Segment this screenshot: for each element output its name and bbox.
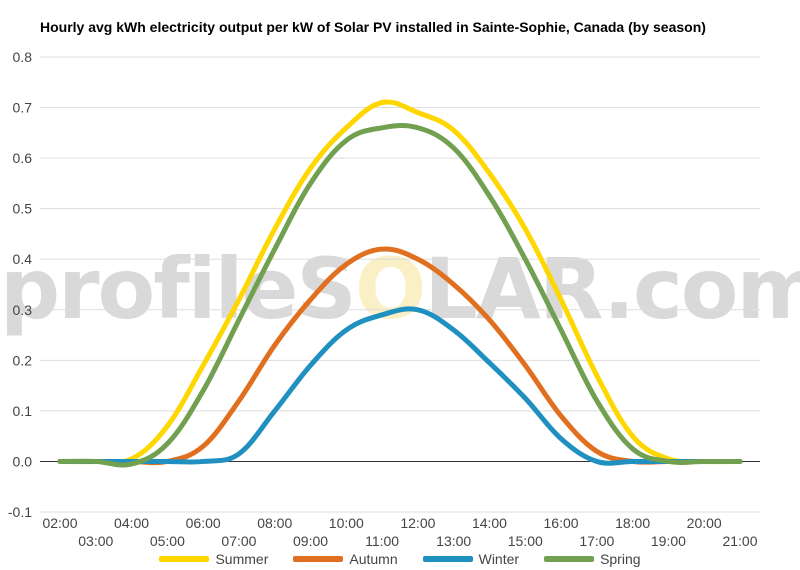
y-tick-label: 0.2 [13, 352, 33, 368]
series-layer [57, 99, 743, 468]
y-tick-label: 0.4 [13, 251, 33, 267]
x-tick-label: 19:00 [651, 533, 686, 549]
legend-item-winter[interactable]: Winter [422, 549, 520, 569]
x-tick-label: 17:00 [579, 533, 614, 549]
x-tick-label: 15:00 [508, 533, 543, 549]
legend-label: Spring [600, 551, 641, 567]
legend-swatch [293, 556, 344, 562]
x-tick-label: 03:00 [78, 533, 113, 549]
x-tick-label: 20:00 [687, 515, 722, 531]
x-tick-label: 07:00 [221, 533, 256, 549]
y-tick-label: 0.1 [13, 403, 33, 419]
x-tick-label: 06:00 [186, 515, 221, 531]
legend-item-summer[interactable]: Summer [159, 549, 268, 569]
x-tick-label: 10:00 [329, 515, 364, 531]
y-axis-ticks: -0.1 0.0 0.1 0.2 0.3 0.4 0.5 0.6 0.7 0.8 [8, 49, 32, 520]
x-tick-label: 05:00 [150, 533, 185, 549]
y-tick-label: 0.6 [13, 150, 33, 166]
legend-swatch [544, 556, 595, 562]
x-tick-label: 02:00 [42, 515, 77, 531]
x-tick-label: 16:00 [544, 515, 579, 531]
y-tick-label: 0.8 [13, 49, 33, 65]
x-tick-label: 13:00 [436, 533, 471, 549]
x-tick-label: 09:00 [293, 533, 328, 549]
legend-item-spring[interactable]: Spring [544, 549, 641, 569]
x-tick-label: 11:00 [365, 533, 399, 549]
y-tick-label: -0.1 [8, 504, 32, 520]
chart-title: Hourly avg kWh electricity output per kW… [40, 19, 706, 35]
legend-item-autumn[interactable]: Autumn [293, 549, 398, 569]
x-tick-label: 14:00 [472, 515, 507, 531]
legend-label: Winter [478, 551, 520, 567]
legend: Summer Autumn Winter Spring [0, 549, 800, 569]
legend-swatch [422, 556, 473, 562]
y-tick-label: 0.3 [13, 302, 33, 318]
x-axis-ticks: 02:0003:0004:0005:0006:0007:0008:0009:00… [42, 515, 757, 549]
legend-swatch [159, 556, 210, 562]
series-line-spring [57, 123, 743, 468]
legend-label: Autumn [349, 551, 398, 567]
x-tick-label: 08:00 [257, 515, 292, 531]
x-tick-label: 04:00 [114, 515, 149, 531]
series-line-winter [57, 306, 743, 466]
y-tick-label: 0.7 [13, 100, 33, 116]
x-tick-label: 12:00 [400, 515, 435, 531]
x-tick-label: 21:00 [722, 533, 757, 549]
y-tick-label: 0.5 [13, 201, 33, 217]
series-line-summer [57, 99, 743, 465]
legend-label: Summer [215, 551, 269, 567]
x-tick-label: 18:00 [615, 515, 650, 531]
y-tick-label: 0.0 [13, 453, 33, 469]
